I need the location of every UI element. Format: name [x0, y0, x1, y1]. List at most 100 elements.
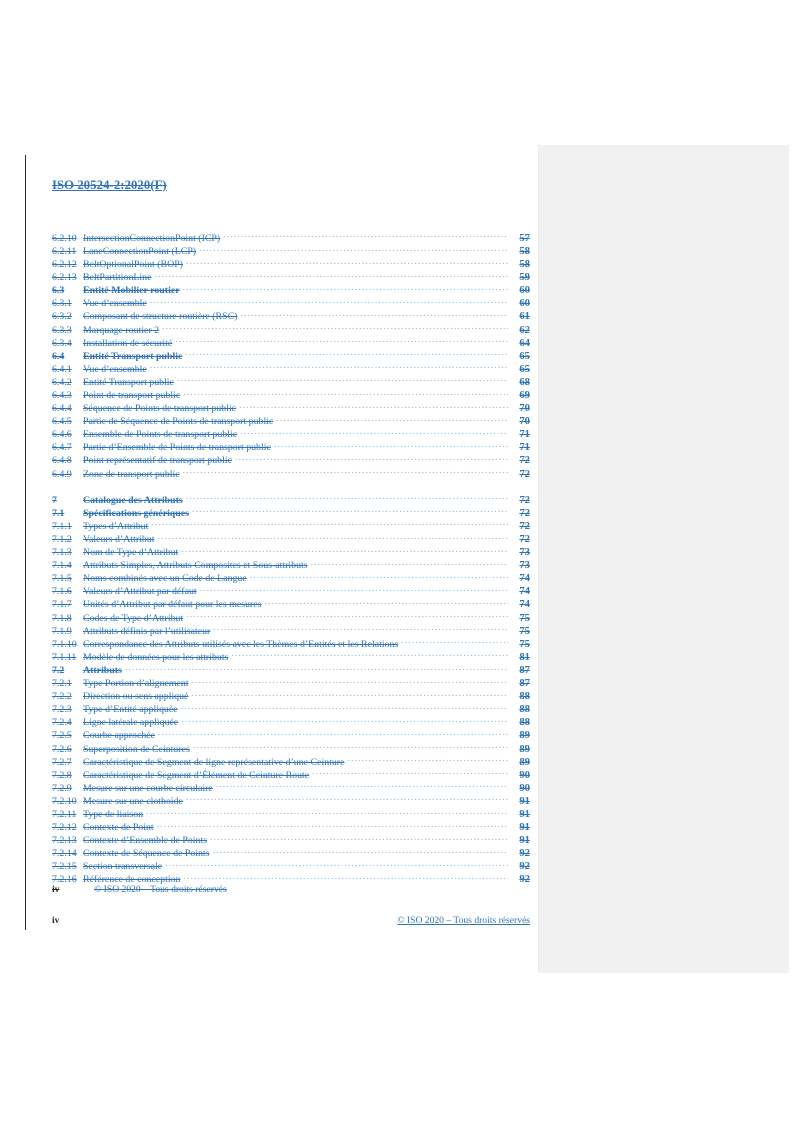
toc-entry[interactable]: 6.4.5 Partie de Séquence de Points de tra…	[52, 414, 530, 427]
toc-entry[interactable]: 7.1.2 Valeurs d’Attribut 72	[52, 532, 530, 545]
toc-entry[interactable]: 6.4.2 Entité Transport public 68	[52, 375, 530, 388]
toc-entry-number: 7.1.9	[52, 625, 72, 637]
toc-entry[interactable]: 7 Catalogue des Attributs 72	[52, 493, 530, 506]
toc-entry[interactable]: 7.2.8 Caractéristique de Segment d’Élémen…	[52, 768, 530, 781]
toc-entry[interactable]: 7.1.3 Nom de Type d’Attribut 73	[52, 545, 530, 558]
toc-entry[interactable]: 6.4.3 Point de transport public 69	[52, 388, 530, 401]
toc-entry-title: Contexte d’Ensemble de Points	[83, 835, 208, 847]
toc-dot-leader	[276, 414, 508, 424]
toc-entry[interactable]: 6.2.10 IntersectionConnectionPoint (ICP) 5…	[52, 231, 530, 244]
toc-entry[interactable]: 6.3.3 Marquage routier 2 62	[52, 323, 530, 336]
toc-entry-title: Attributs Simples, Attributs Composites …	[83, 560, 308, 572]
toc-entry[interactable]: 6.4.9 Zone de transport public 72	[52, 467, 530, 480]
toc-entry-title: Entité Transport public	[83, 350, 183, 362]
toc-dot-leader	[193, 742, 508, 752]
toc-entry[interactable]: 7.2.12 Contexte de Point 91	[52, 820, 530, 833]
toc-entry-page-number: 88	[519, 717, 530, 729]
toc-entry[interactable]: 7.1.8 Codes de Type d’Attribut 75	[52, 611, 530, 624]
toc-entry-page-number: 61	[519, 311, 530, 323]
toc-entry[interactable]: 7.2.2 Direction ou sens appliqué 88	[52, 689, 530, 702]
toc-entry-title: Catalogue des Attributs	[83, 494, 183, 506]
toc-entry[interactable]: 7.1.5 Noms combinés avec un Code de Langu…	[52, 571, 530, 584]
toc-entry-number: 6.4.2	[52, 376, 72, 388]
toc-entry[interactable]: 6.4 Entité Transport public 65	[52, 349, 530, 362]
toc-entry[interactable]: 6.4.1 Vue d’ensemble 65	[52, 362, 530, 375]
table-of-contents: 6.2.10 IntersectionConnectionPoint (ICP) 5…	[52, 231, 530, 886]
toc-entry-number: 7.2.9	[52, 782, 72, 794]
toc-entry[interactable]: 7.2.5 Courbe approchée 89	[52, 729, 530, 742]
toc-entry-page-number: 90	[519, 782, 530, 794]
toc-entry[interactable]: 7.2.7 Caractéristique de Segment de ligne…	[52, 755, 530, 768]
toc-entry[interactable]: 6.2.13 BeltPartitionLine 59	[52, 270, 530, 283]
toc-entry[interactable]: 7.2.3 Type d’Entité appliquée 88	[52, 702, 530, 715]
toc-entry[interactable]: 7.2.14 Contexte de Séquence de Points 92	[52, 846, 530, 859]
toc-entry[interactable]: 7.2.11 Type de liaison 91	[52, 807, 530, 820]
footer-deleted-copyright: © ISO 2020 – Tous droits réservés	[94, 884, 227, 895]
toc-dot-leader	[213, 846, 508, 856]
toc-entry[interactable]: 6.4.8 Point représentatif de transport pu…	[52, 454, 530, 467]
toc-dot-leader	[186, 493, 508, 503]
toc-entry-page-number: 81	[519, 651, 530, 663]
toc-entry[interactable]: 7.2.6 Superposition de Ceintures 89	[52, 742, 530, 755]
toc-entry-page-number: 58	[519, 259, 530, 271]
toc-entry[interactable]: 7.1.4 Attributs Simples, Attributs Compos…	[52, 558, 530, 571]
toc-entry-page-number: 88	[519, 704, 530, 716]
toc-entry[interactable]: 7.2.13 Contexte d’Ensemble de Points 91	[52, 833, 530, 846]
toc-entry-number: 6.3.3	[52, 324, 72, 336]
toc-entry[interactable]: 7.1.1 Types d’Attribut 72	[52, 519, 530, 532]
toc-entry-title: BeltOptionalPoint (BOP)	[83, 259, 183, 271]
toc-entry-number: 7.2.14	[52, 848, 77, 860]
toc-entry-number: 6.4.4	[52, 403, 72, 415]
toc-entry-title: Attributs	[83, 664, 122, 676]
toc-entry-number: 7.2.6	[52, 743, 72, 755]
toc-entry[interactable]: 6.3.1 Vue d’ensemble 60	[52, 296, 530, 309]
toc-entry-title: Codes de Type d’Attribut	[83, 612, 184, 624]
toc-entry-page-number: 58	[519, 245, 530, 257]
toc-entry-title: Référence de conception	[83, 874, 181, 886]
toc-entry[interactable]: 7.1.6 Valeurs d’Attribut par défaut 74	[52, 585, 530, 598]
toc-entry[interactable]: 7.2.4 Ligne latérale appliquée 88	[52, 715, 530, 728]
toc-entry[interactable]: 6.4.4 Séquence de Points de transport pub…	[52, 401, 530, 414]
toc-entry[interactable]: 6.3.4 Installation de sécurité 64	[52, 336, 530, 349]
toc-entry-title: Types d’Attribut	[83, 520, 149, 532]
footer-copyright-link[interactable]: © ISO 2020 – Tous droits réservés	[397, 915, 530, 926]
toc-entry[interactable]: 7.2.10 Mesure sur une clothoïde 91	[52, 794, 530, 807]
toc-entry[interactable]: 6.4.7 Partie d’Ensemble de Points de tran…	[52, 441, 530, 454]
toc-entry-number: 7.1.11	[52, 651, 77, 663]
toc-entry[interactable]: 7.1 Spécifications génériques 72	[52, 506, 530, 519]
toc-entry[interactable]: 6.4.6 Ensemble de Points de transport pub…	[52, 427, 530, 440]
toc-entry[interactable]: 6.3.2 Composant de structure routière (RS…	[52, 310, 530, 323]
toc-entry-title: Modèle de données pour les attributs	[83, 651, 229, 663]
toc-entry-number: 7.1.7	[52, 599, 72, 611]
toc-entry[interactable]: 7.1.10 Correspondance des Attributs utili…	[52, 637, 530, 650]
toc-entry-number: 6.3.4	[52, 337, 72, 349]
toc-entry[interactable]: 7.1.11 Modèle de données pour les attribu…	[52, 650, 530, 663]
toc-entry-number: 7.1.1	[52, 520, 72, 532]
toc-dot-leader	[154, 270, 508, 280]
toc-entry[interactable]: 7.1.9 Attributs définis par l’utilisateur…	[52, 624, 530, 637]
toc-entry-number: 6.4.8	[52, 455, 72, 467]
toc-entry[interactable]: 6.3 Entité Mobilier routier 60	[52, 283, 530, 296]
toc-entry[interactable]: 7.2.16 Référence de conception 92	[52, 873, 530, 886]
toc-dot-leader	[150, 362, 508, 372]
toc-entry-number: 7.2.2	[52, 691, 72, 703]
toc-entry[interactable]: 6.2.12 BeltOptionalPoint (BOP) 58	[52, 257, 530, 270]
toc-entry[interactable]: 7.2 Attributs 87	[52, 663, 530, 676]
toc-entry-page-number: 65	[519, 350, 530, 362]
footer-current: iv © ISO 2020 – Tous droits réservés	[52, 915, 530, 926]
toc-entry[interactable]: 7.2.9 Mesure sur une courbe circulaire 90	[52, 781, 530, 794]
toc-entry-number: 7.2.12	[52, 822, 77, 834]
toc-entry[interactable]: 7.1.7 Unités d’Attribut par défaut pour l…	[52, 598, 530, 611]
toc-entry-title: Marquage routier 2	[83, 324, 160, 336]
toc-entry-number: 7.2.1	[52, 678, 72, 690]
toc-entry-number: 7.1.3	[52, 547, 72, 559]
toc-entry-page-number: 87	[519, 678, 530, 690]
toc-entry-title: Partie de Séquence de Points de transpor…	[83, 416, 274, 428]
toc-entry-number: 6.4.6	[52, 429, 72, 441]
toc-dot-leader	[265, 598, 508, 608]
toc-entry[interactable]: 6.2.11 LaneConnectionPoint (LCP) 58	[52, 244, 530, 257]
toc-entry[interactable]: 7.2.1 Type Portion d’alignement 87	[52, 676, 530, 689]
toc-entry-title: Partie d’Ensemble de Points de transport…	[83, 442, 271, 454]
toc-entry[interactable]: 7.2.15 Section transversale 92	[52, 860, 530, 873]
toc-dot-leader	[240, 427, 508, 437]
